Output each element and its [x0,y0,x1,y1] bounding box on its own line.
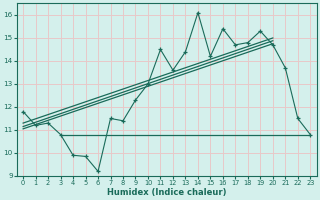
X-axis label: Humidex (Indice chaleur): Humidex (Indice chaleur) [107,188,227,197]
